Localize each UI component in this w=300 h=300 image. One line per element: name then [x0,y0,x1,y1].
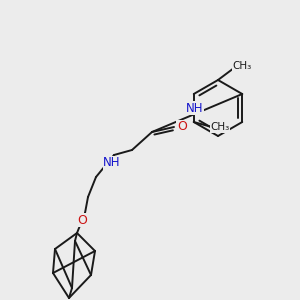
Text: CH₃: CH₃ [210,122,230,132]
Text: NH: NH [103,157,121,169]
Text: CH₃: CH₃ [232,61,252,71]
Text: NH: NH [186,101,204,115]
Text: O: O [177,121,187,134]
Text: O: O [77,214,87,226]
